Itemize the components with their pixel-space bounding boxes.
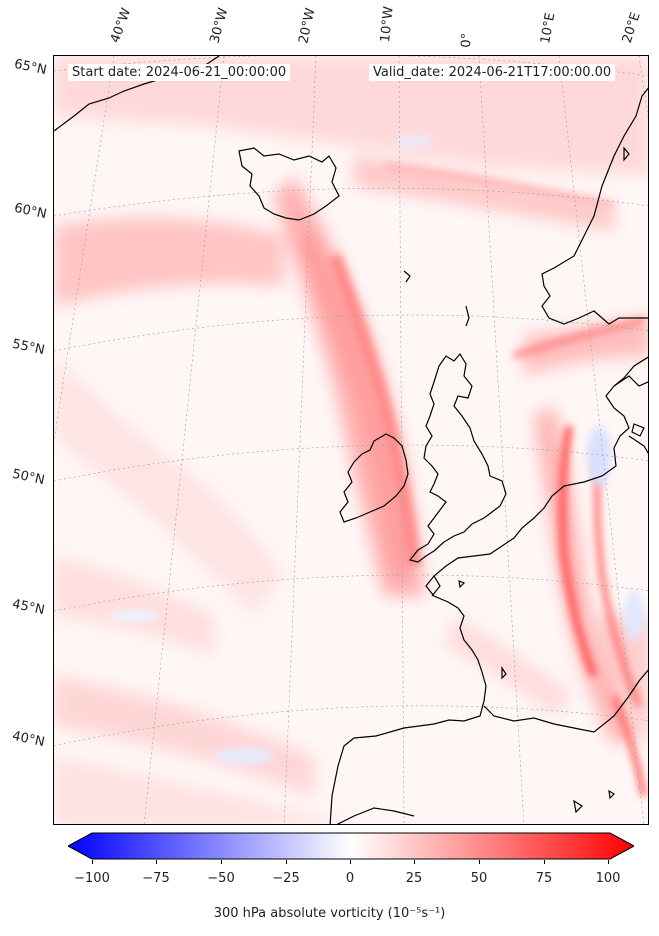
colorbar-tick-label: −25 — [272, 871, 300, 886]
colorbar-tickline — [221, 860, 222, 864]
lat-label-65n: 65°N — [12, 56, 48, 79]
graticule-lines — [54, 56, 648, 824]
colorbar-tick-label: 75 — [535, 871, 553, 886]
colorbar-tickline — [544, 860, 545, 864]
lon-label-30w: 30°W — [207, 6, 232, 45]
lat-label-55n: 55°N — [10, 336, 46, 359]
colorbar-tickline — [414, 860, 415, 864]
colorbar-tickline — [479, 860, 480, 864]
coastlines — [54, 56, 648, 824]
lon-label-10e: 10°E — [538, 11, 559, 45]
colorbar-tick-label: −100 — [74, 871, 110, 886]
iceland-coast — [238, 147, 340, 221]
great-britain-coast — [408, 352, 507, 563]
lon-label-20w: 20°W — [296, 6, 319, 45]
negative-vorticity-patches — [109, 136, 644, 764]
colorbar-tickline — [608, 860, 609, 864]
map-canvas — [54, 56, 648, 824]
ireland-coast — [339, 433, 409, 523]
lon-label-20e: 20°E — [619, 10, 644, 46]
start-date-label: Start date: 2024-06-21_00:00:00 — [68, 64, 291, 81]
colorbar-tick-label: 50 — [470, 871, 488, 886]
colorbar-tick-label: 25 — [405, 871, 423, 886]
colorbar-tick-label: 100 — [595, 871, 621, 886]
lon-label-40w: 40°W — [107, 6, 135, 45]
vorticity-field — [54, 56, 648, 824]
vorticity-map — [53, 55, 649, 825]
norway-coast — [541, 87, 648, 325]
lat-label-60n: 60°N — [12, 200, 48, 223]
valid-date-label: Valid_date: 2024-06-21T17:00:00.00 — [369, 64, 616, 81]
lat-label-45n: 45°N — [10, 596, 46, 619]
lat-label-50n: 50°N — [10, 466, 46, 489]
colorbar-label: 300 hPa absolute vorticity (10⁻⁵s⁻¹) — [213, 906, 446, 921]
colorbar-tickline — [156, 860, 157, 864]
continental-coast — [329, 356, 648, 824]
colorbar-tickline — [92, 860, 93, 864]
lon-label-10w: 10°W — [378, 5, 397, 43]
lon-label-0: 0° — [459, 32, 475, 48]
colorbar-tick-label: 0 — [345, 871, 355, 886]
colorbar-tickline — [350, 860, 351, 864]
colorbar — [68, 832, 634, 860]
mediterranean-coast — [483, 669, 648, 733]
colorbar-tick-label: −75 — [142, 871, 170, 886]
colorbar-tick-label: −50 — [207, 871, 235, 886]
lat-label-40n: 40°N — [10, 728, 46, 751]
colorbar-tickline — [286, 860, 287, 864]
